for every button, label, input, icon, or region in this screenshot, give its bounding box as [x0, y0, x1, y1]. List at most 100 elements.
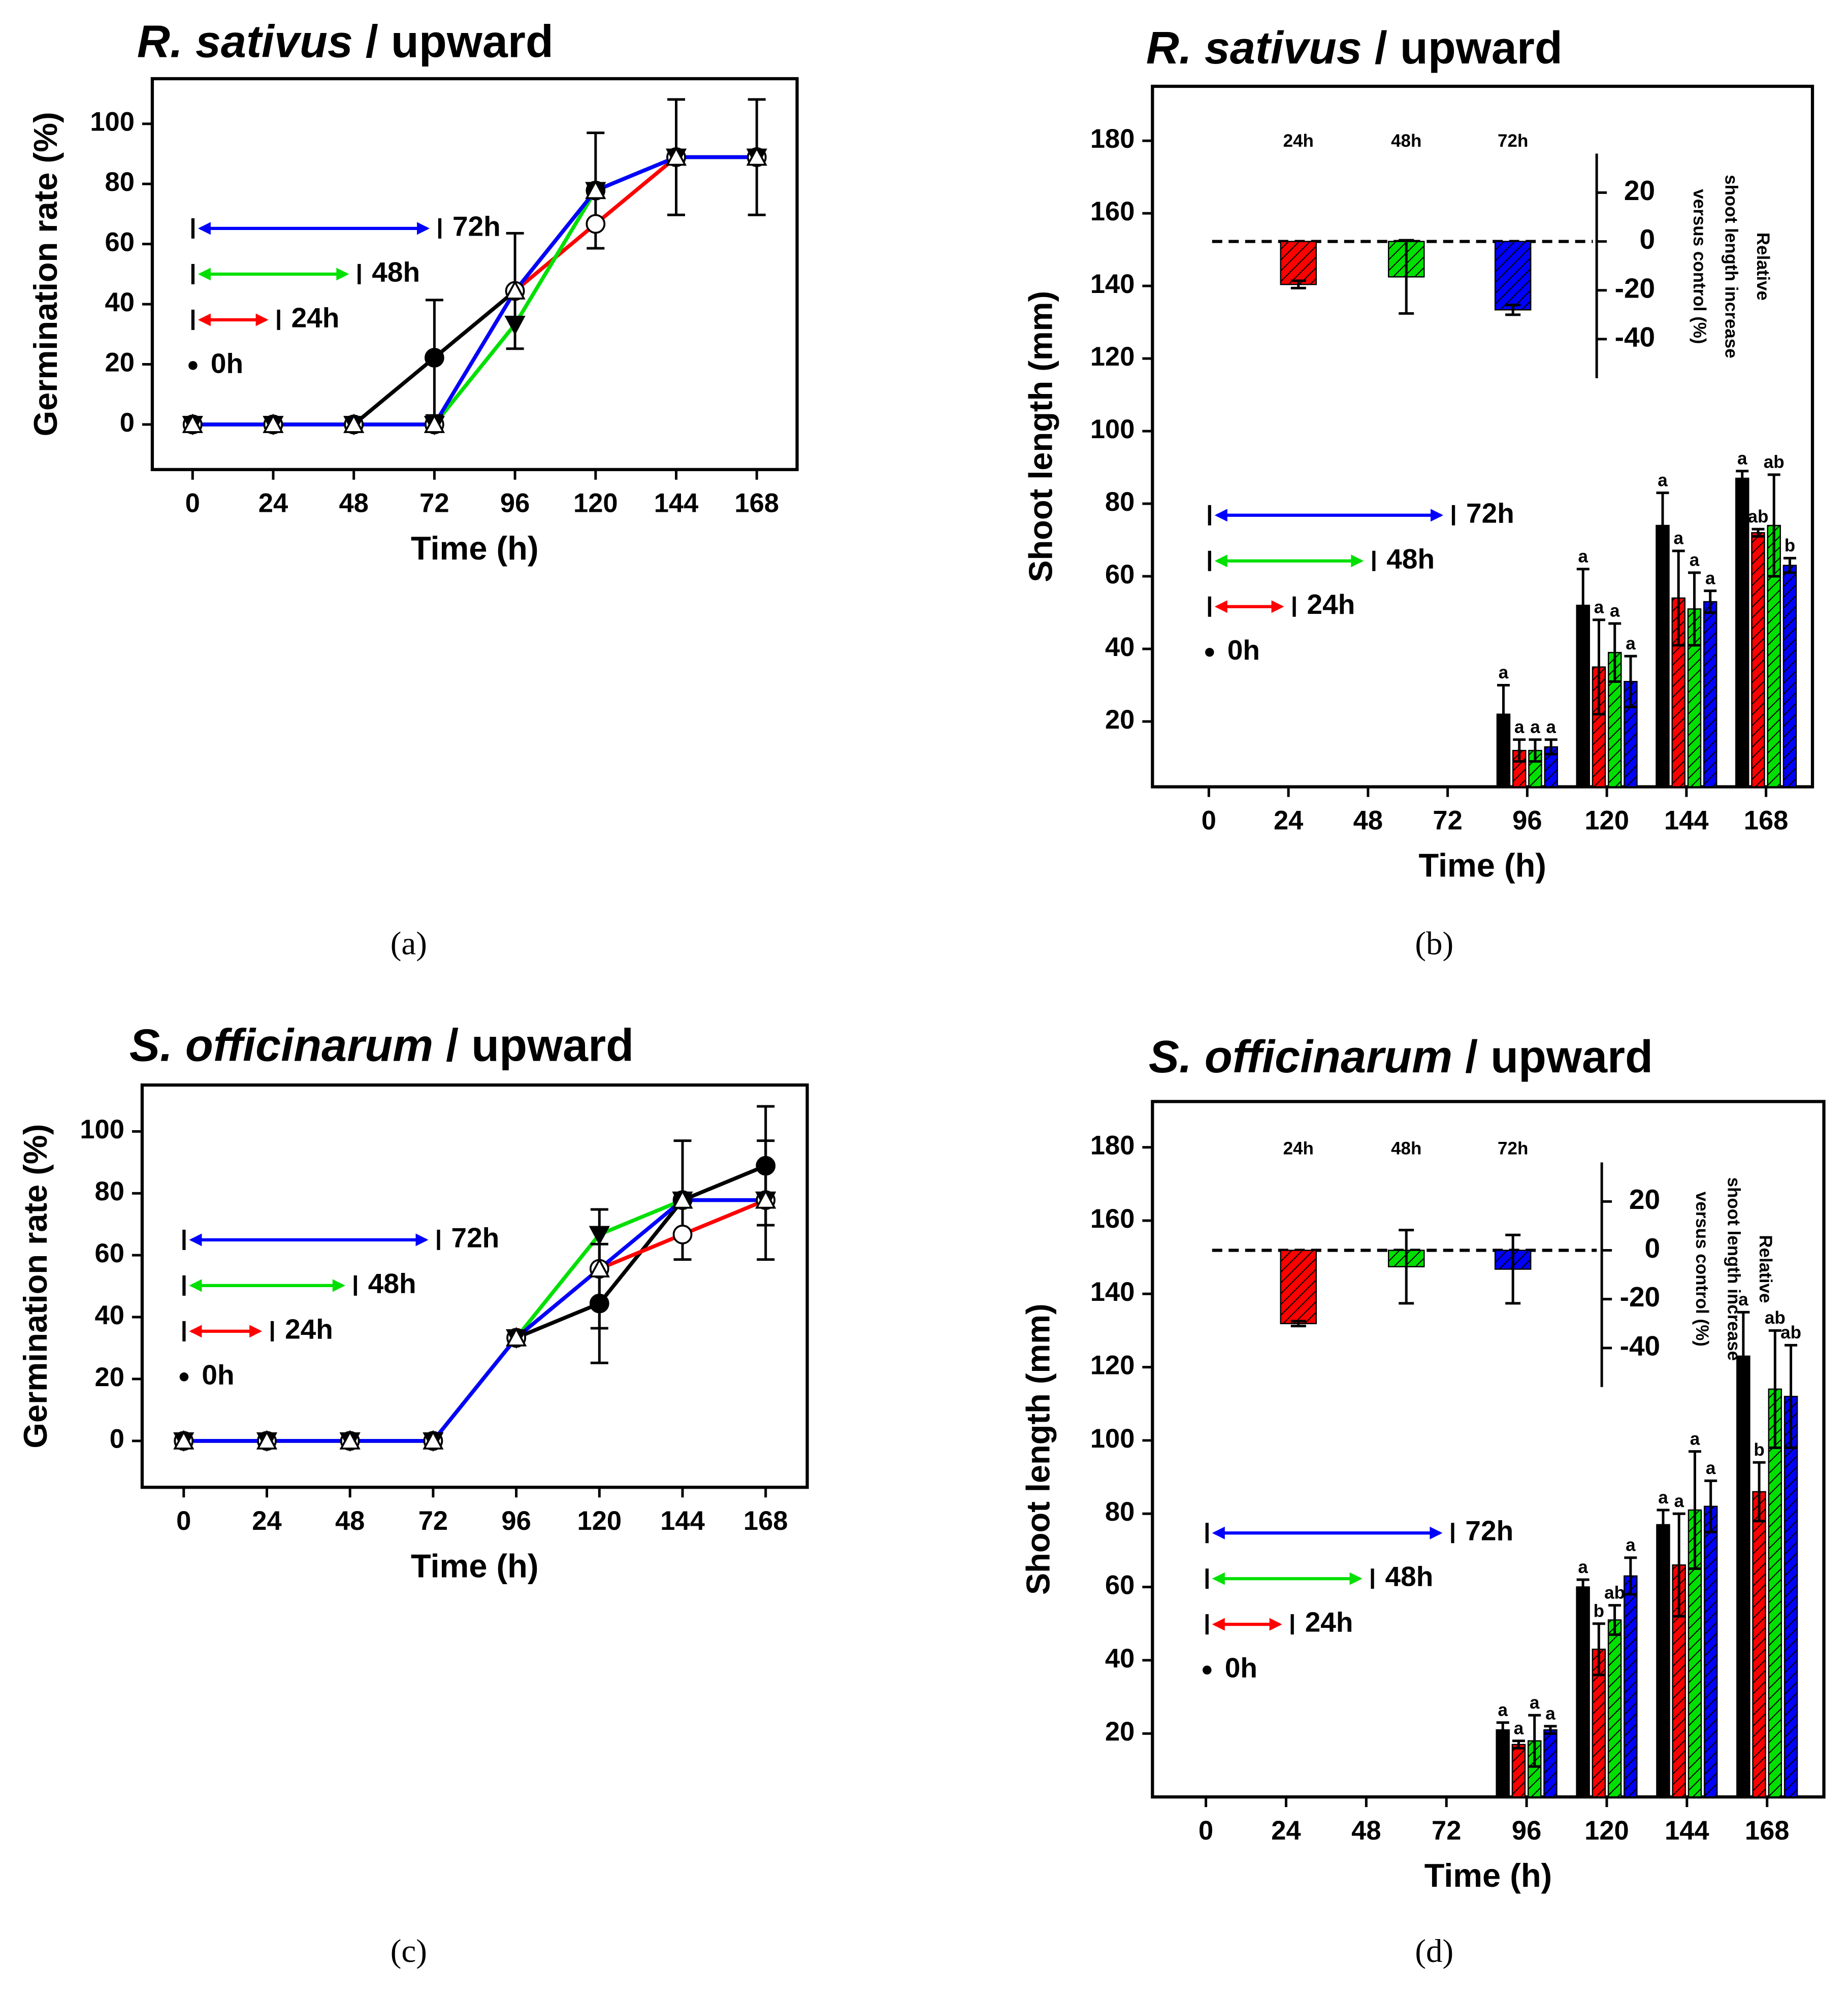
panel: S. officinarum / upward (d) 0 24 48 72 96 120 144…	[1020, 1032, 1826, 1970]
x-tick-label: 120	[1584, 1816, 1629, 1846]
legend-item: 24h	[182, 1313, 333, 1345]
marker	[425, 348, 444, 368]
y-tick-label: 160	[1090, 196, 1135, 226]
legend-label: 72h	[451, 1222, 500, 1253]
error-bar	[1752, 528, 1765, 538]
x-tick-label: 96	[501, 1506, 531, 1536]
series-line	[192, 155, 757, 427]
legend-label: 0h	[1225, 1652, 1257, 1684]
legend-label: 48h	[368, 1267, 416, 1299]
x-tick-label: 0	[176, 1506, 191, 1536]
x-tick-label: 168	[734, 488, 779, 518]
legend-item: 48h	[182, 1267, 416, 1299]
legend-arrowhead	[332, 1279, 345, 1292]
bar	[1511, 1744, 1526, 1798]
legend-label: 24h	[291, 302, 340, 333]
y-tick-label: 80	[95, 1176, 124, 1206]
marker	[339, 1430, 361, 1450]
plot-frame	[1151, 1100, 1826, 1799]
x-tick-label: 72	[1433, 805, 1462, 835]
inset-bar	[1280, 241, 1317, 285]
legend-arrowhead	[198, 313, 211, 326]
error-bar	[1544, 1725, 1557, 1735]
y-tick-label: 60	[105, 227, 135, 257]
title-part: R. sativus	[137, 17, 353, 68]
bar	[1607, 1619, 1622, 1798]
x-tick-label: 168	[1744, 805, 1789, 835]
marker	[672, 1224, 693, 1244]
x-tick-label: 168	[1745, 1816, 1790, 1846]
legend-label: 48h	[1385, 1561, 1434, 1592]
significance-letter: a	[1610, 601, 1620, 621]
y-tick-label: 40	[1105, 632, 1134, 662]
legend-item: 0h	[179, 1359, 235, 1390]
error-bar	[1672, 549, 1685, 647]
marker	[746, 146, 767, 166]
marker	[672, 1189, 693, 1209]
y-tick-label: 100	[1090, 1424, 1135, 1454]
error-bar	[1512, 1740, 1525, 1750]
significance-letter: a	[1514, 717, 1525, 737]
legend-arrowhead	[198, 268, 211, 281]
legend-arrowhead	[249, 1325, 263, 1338]
legend-arrowhead	[336, 268, 349, 281]
y-tick-label: 120	[1090, 342, 1135, 372]
y2-tick-label: -20	[1615, 272, 1655, 304]
y2-tick-label: -40	[1615, 321, 1655, 352]
x-axis-label: Time (h)	[411, 530, 538, 567]
legend-label: 72h	[1466, 497, 1514, 529]
error-bar	[1767, 473, 1780, 578]
marker	[585, 179, 606, 200]
x-tick-label: 120	[577, 1506, 622, 1536]
significance-letter: a	[1530, 717, 1540, 737]
x-axis-label: Time (h)	[1424, 1857, 1552, 1894]
title-part: S. officinarum	[129, 1020, 433, 1071]
title-part: R. sativus	[1146, 23, 1362, 74]
y-tick-label: 60	[1105, 1570, 1134, 1600]
significance-letter: a	[1706, 1458, 1716, 1478]
y2-axis-label: shoot length increase	[1724, 1177, 1743, 1361]
marker	[665, 146, 687, 166]
legend-arrowhead	[417, 222, 430, 235]
legend-arrowhead	[189, 1325, 202, 1338]
x-tick-label: 168	[743, 1506, 788, 1536]
inset-category-label: 48h	[1391, 1139, 1421, 1159]
marker	[504, 280, 526, 300]
error-bar	[1592, 618, 1605, 716]
legend-arrowhead	[1212, 1572, 1225, 1585]
bar	[1656, 1524, 1670, 1798]
significance-letter: a	[1578, 1557, 1588, 1577]
bar	[1736, 1355, 1750, 1798]
marker	[586, 214, 606, 234]
legend-item: 72h	[1205, 1515, 1513, 1547]
bar	[1751, 532, 1765, 788]
y2-tick-label: 20	[1629, 1184, 1660, 1215]
significance-letter: a	[1530, 1693, 1540, 1713]
legend-item: 48h	[191, 256, 420, 287]
legend-arrowhead	[189, 1279, 202, 1292]
y-tick-label: 20	[105, 347, 135, 377]
y-tick-label: 60	[1105, 560, 1134, 589]
panel: R. sativus / upward (b) 0 24 48 72 96 120 144 168 2…	[1022, 23, 1814, 962]
x-tick-label: 120	[1584, 805, 1629, 835]
error-bar	[1608, 1604, 1622, 1636]
x-tick-label: 96	[1512, 1816, 1541, 1846]
x-tick-label: 72	[418, 1506, 448, 1536]
bar	[1782, 565, 1797, 788]
significance-letter: ab	[1604, 1583, 1625, 1602]
bar	[1784, 1396, 1798, 1798]
error-bar	[1544, 738, 1558, 756]
error-bar	[1528, 1714, 1541, 1768]
significance-letter: a	[1674, 1491, 1684, 1511]
legend-item: 72h	[182, 1222, 500, 1253]
y-axis-label: Shoot length (mm)	[1022, 291, 1059, 582]
legend-dot	[179, 1372, 189, 1382]
series-line	[192, 155, 757, 427]
legend-arrowhead	[1349, 1572, 1363, 1585]
y2-axis-label: shoot length increase	[1721, 175, 1741, 358]
series-line	[192, 155, 757, 427]
y-tick-label: 100	[80, 1114, 124, 1144]
legend-item: 24h	[1205, 1606, 1353, 1638]
